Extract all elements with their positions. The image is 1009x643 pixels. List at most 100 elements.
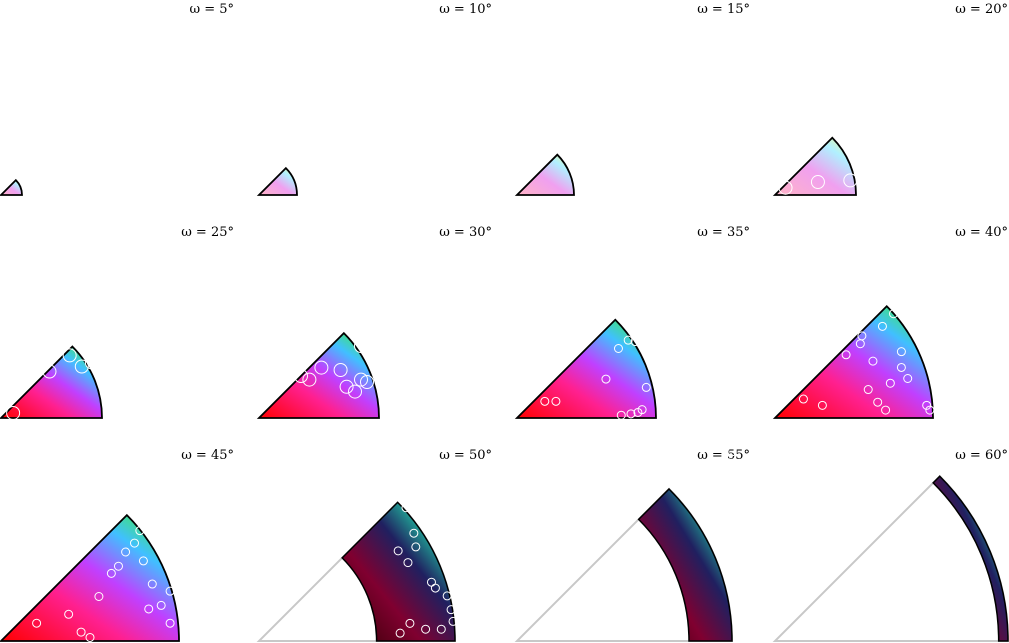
orientation-marker [113, 561, 123, 571]
ipf-panel: ω = 5° [0, 2, 234, 196]
orientation-marker [701, 468, 711, 478]
orientation-marker [430, 583, 440, 593]
ipf-sector [772, 305, 934, 419]
orientation-marker [714, 440, 724, 450]
orientation-marker [76, 627, 86, 637]
orientation-marker [151, 513, 161, 523]
ipf-panel: ω = 30° [256, 225, 492, 419]
orientation-marker [124, 501, 134, 511]
orientation-marker [6, 405, 21, 420]
orientation-marker [889, 309, 898, 319]
orientation-marker [744, 584, 754, 594]
orientation-marker [436, 624, 446, 634]
orientation-marker [94, 592, 104, 601]
orientation-marker [440, 483, 450, 493]
orientation-marker [403, 558, 413, 568]
panel-label: ω = 45° [181, 448, 234, 463]
orientation-marker [85, 632, 95, 642]
orientation-marker [354, 339, 368, 353]
orientation-marker [156, 600, 166, 610]
ipf-sector [772, 136, 857, 196]
orientation-marker [778, 180, 793, 195]
orientation-marker [345, 316, 360, 331]
orientation-marker [551, 396, 561, 406]
ipf-panel: ω = 20° [772, 2, 1008, 196]
orientation-marker [339, 379, 354, 394]
orientation-marker [909, 283, 919, 293]
panel-label: ω = 60° [955, 448, 1008, 463]
orientation-marker [409, 528, 419, 538]
orientation-marker [738, 565, 748, 575]
orientation-marker [727, 447, 737, 457]
ipf-panel: ω = 50° [256, 448, 492, 642]
orientation-marker [885, 287, 895, 297]
orientation-marker [710, 460, 720, 470]
orientation-marker [302, 372, 317, 387]
orientation-marker [640, 337, 650, 347]
orientation-marker [917, 326, 927, 336]
orientation-marker [857, 331, 867, 341]
ipf-colored-region [932, 475, 1009, 642]
orientation-marker [64, 609, 74, 619]
ipf-sector [0, 345, 103, 419]
orientation-marker [915, 288, 925, 298]
ipf-panel: ω = 35° [514, 225, 750, 420]
orientation-marker [160, 538, 170, 548]
orientation-marker [637, 405, 647, 415]
orientation-marker [873, 397, 883, 407]
orientation-marker [138, 556, 148, 566]
orientation-marker [117, 479, 127, 489]
ipf-panel: ω = 15° [514, 2, 750, 196]
ipf-panel: ω = 10° [256, 2, 492, 196]
orientation-marker [896, 347, 906, 357]
orientation-marker [135, 526, 145, 536]
orientation-marker [922, 400, 932, 410]
orientation-marker [438, 507, 448, 517]
orientation-marker [32, 618, 42, 628]
orientation-marker [626, 409, 636, 419]
panel-label: ω = 25° [181, 225, 234, 240]
orientation-marker [333, 363, 348, 377]
orientation-marker [601, 374, 611, 384]
ipf-sector [0, 178, 23, 196]
orientation-marker [641, 382, 651, 392]
orientation-marker [742, 582, 752, 592]
orientation-marker [411, 542, 421, 552]
orientation-marker [759, 617, 769, 627]
orientation-marker [144, 604, 154, 614]
orientation-marker [393, 546, 403, 556]
sector-outline [772, 474, 1009, 642]
orientation-marker [103, 515, 113, 525]
orientation-marker [405, 618, 415, 628]
ipf-sector [514, 318, 657, 419]
orientation-marker [165, 586, 175, 596]
orientation-marker [42, 364, 57, 379]
orientation-marker [810, 175, 825, 190]
ipf-sector [514, 153, 575, 196]
orientation-marker [401, 503, 411, 513]
orientation-marker [165, 618, 175, 628]
orientation-marker [354, 372, 368, 387]
orientation-marker [623, 335, 633, 345]
orientation-marker [712, 526, 722, 536]
ipf-sector [256, 166, 298, 196]
orientation-marker [84, 355, 99, 370]
orientation-marker [442, 591, 452, 601]
orientation-marker [432, 493, 442, 503]
orientation-marker [613, 344, 623, 353]
orientation-marker [444, 511, 454, 521]
orientation-marker [843, 173, 858, 188]
ipf-colored-region [637, 487, 733, 642]
orientation-marker [885, 378, 895, 388]
orientation-marker [415, 514, 425, 524]
orientation-marker [357, 322, 372, 337]
orientation-marker [147, 579, 157, 589]
orientation-marker [925, 405, 935, 415]
ipf-panel: ω = 40° [772, 225, 1008, 419]
orientation-marker [417, 464, 427, 474]
panel-label: ω = 20° [955, 2, 1008, 17]
orientation-marker [868, 356, 878, 366]
orientation-marker [877, 321, 887, 331]
orientation-marker [912, 299, 922, 309]
